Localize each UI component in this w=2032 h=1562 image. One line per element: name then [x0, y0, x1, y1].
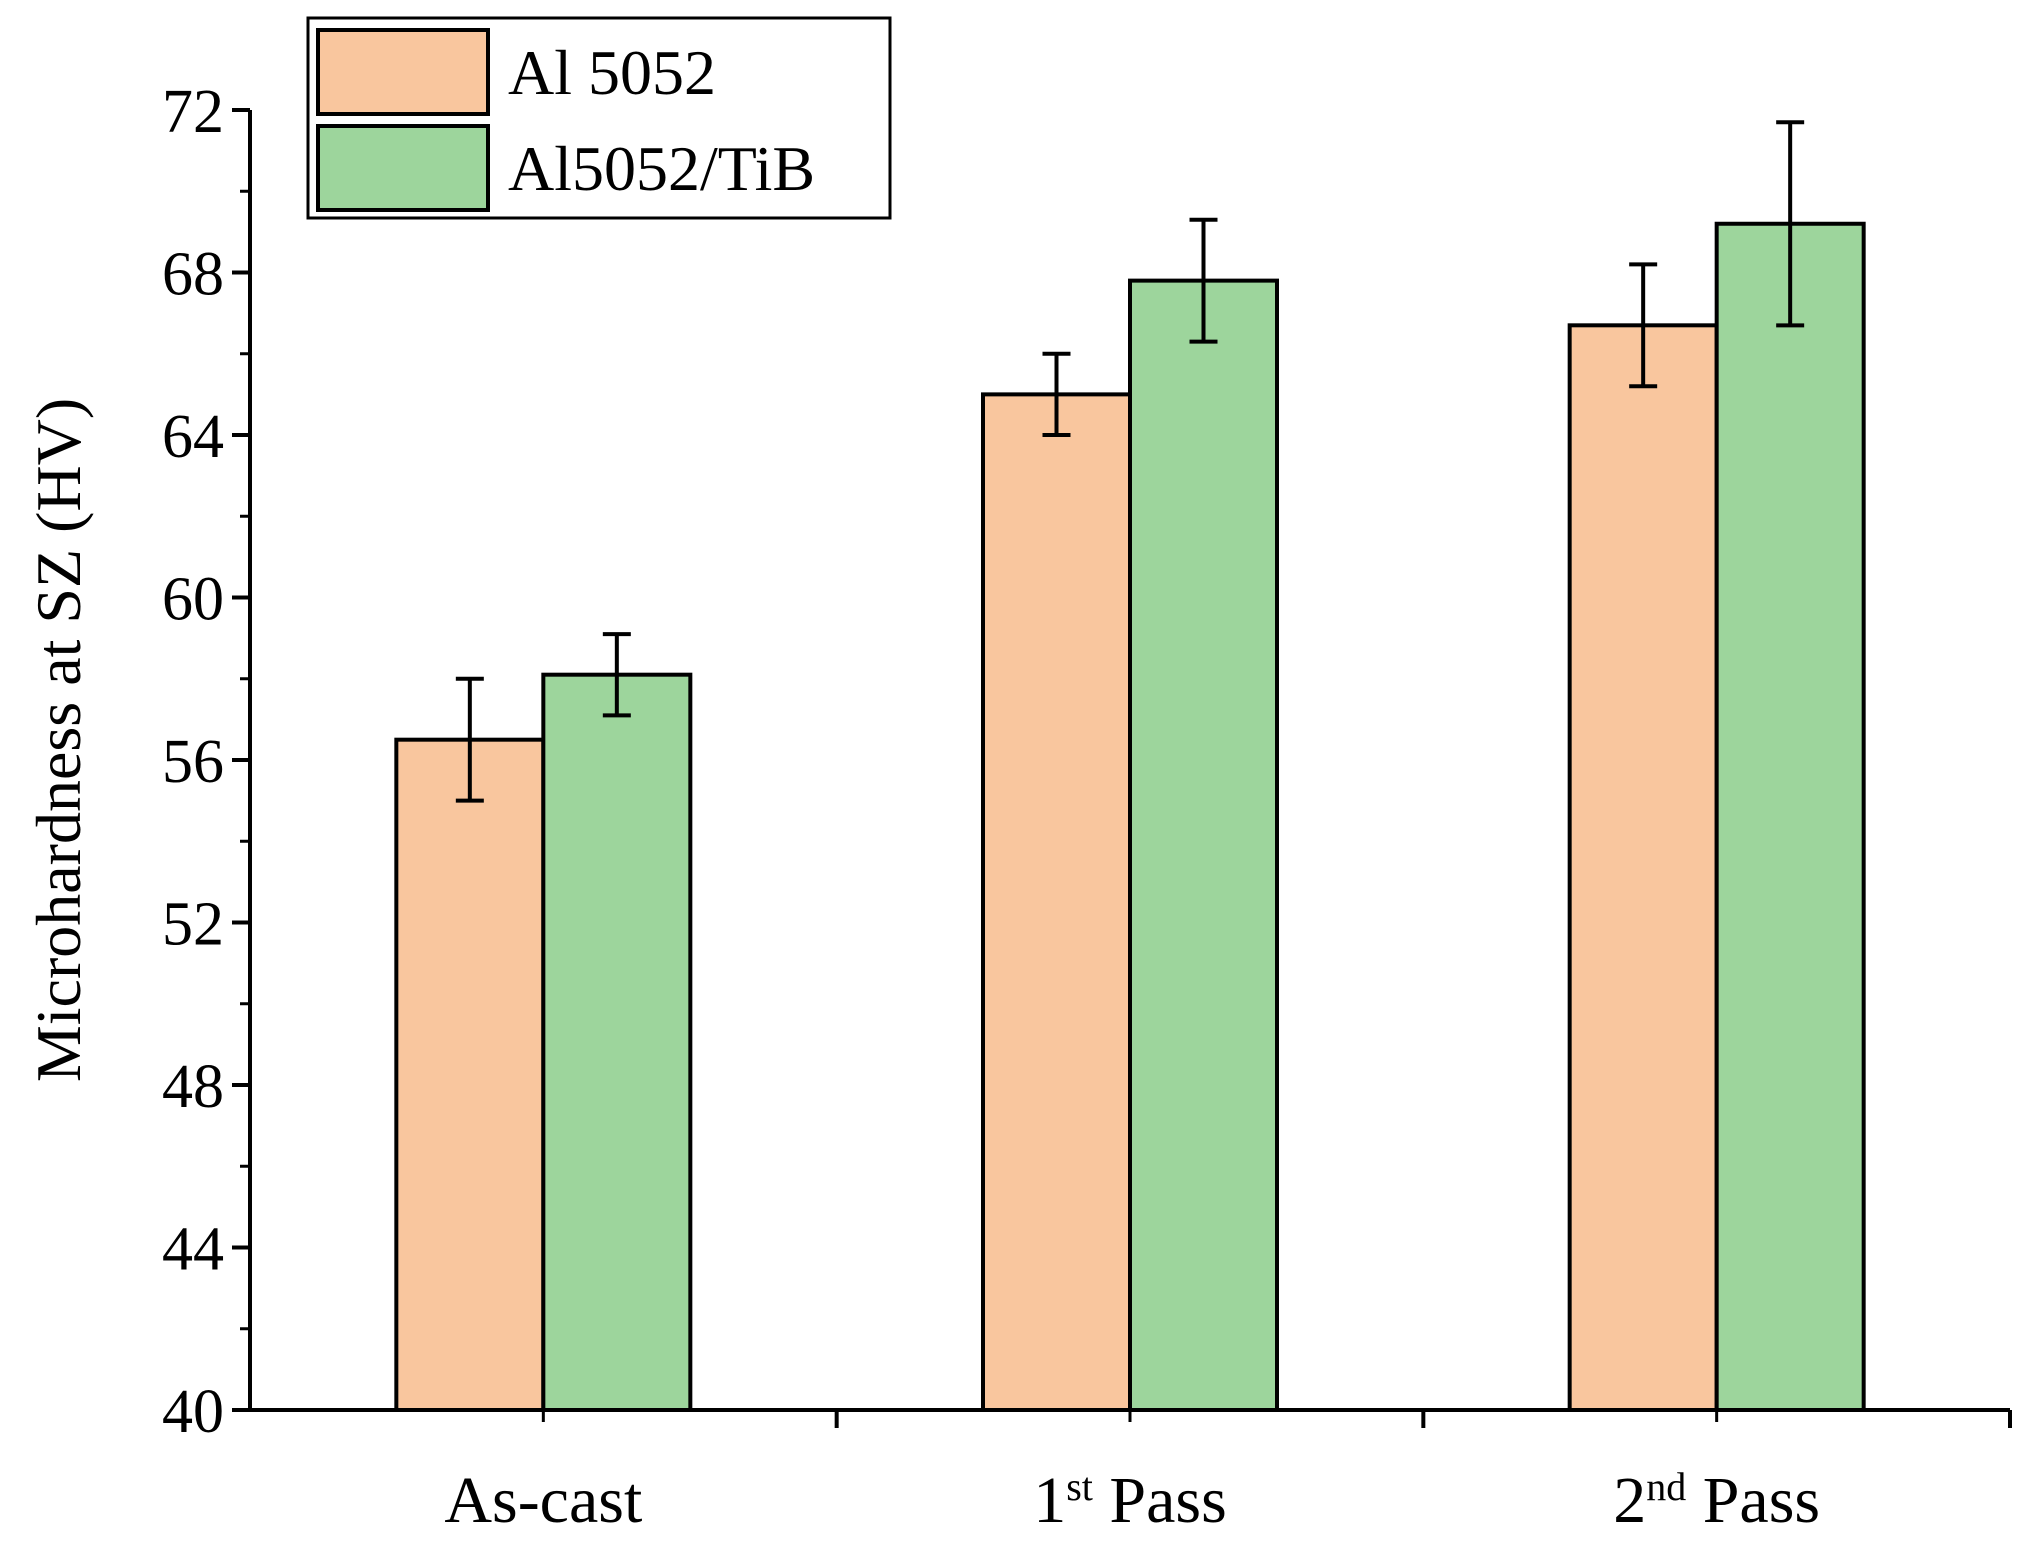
y-tick-label: 60: [162, 566, 224, 634]
y-tick-label: 44: [162, 1216, 224, 1284]
bar-al-5052-2: [1567, 323, 1719, 1412]
bar-al5052-tib-0: [541, 672, 693, 1412]
y-tick-label: 52: [162, 891, 224, 959]
y-tick-label: 64: [162, 403, 224, 471]
y-tick-labels: 40 44 48 52 56 60 64 68 72: [162, 78, 224, 1446]
y-axis-title: Microhardness at SZ (HV): [23, 398, 94, 1082]
y-tick-label: 48: [162, 1053, 224, 1121]
bar-al-5052-1: [981, 392, 1132, 1412]
legend-swatch-0: [316, 28, 490, 116]
legend-swatch-1: [316, 124, 490, 212]
x-tick-label: As-cast: [444, 1464, 642, 1537]
y-tick-label: 40: [162, 1378, 224, 1446]
x-tick-labels: As-cast 1st Pass 2nd Pass: [444, 1464, 1820, 1538]
bar-al5052-tib-2: [1714, 221, 1866, 1412]
error-bars: [455, 120, 1805, 803]
y-tick-label: 56: [162, 728, 224, 796]
x-tick-label: 1st Pass: [1033, 1464, 1227, 1538]
legend-label-1: Al5052/TiB: [508, 133, 815, 204]
legend: Al 5052 Al5052/TiB: [306, 16, 892, 220]
legend-label-0: Al 5052: [508, 37, 716, 108]
y-tick-label: 72: [162, 78, 224, 146]
x-tick-label: 2nd Pass: [1613, 1464, 1820, 1538]
y-tick-label: 68: [162, 241, 224, 309]
bar-al-5052-0: [394, 737, 546, 1412]
bars: [394, 221, 1866, 1412]
bar-al5052-tib-1: [1128, 278, 1279, 1412]
